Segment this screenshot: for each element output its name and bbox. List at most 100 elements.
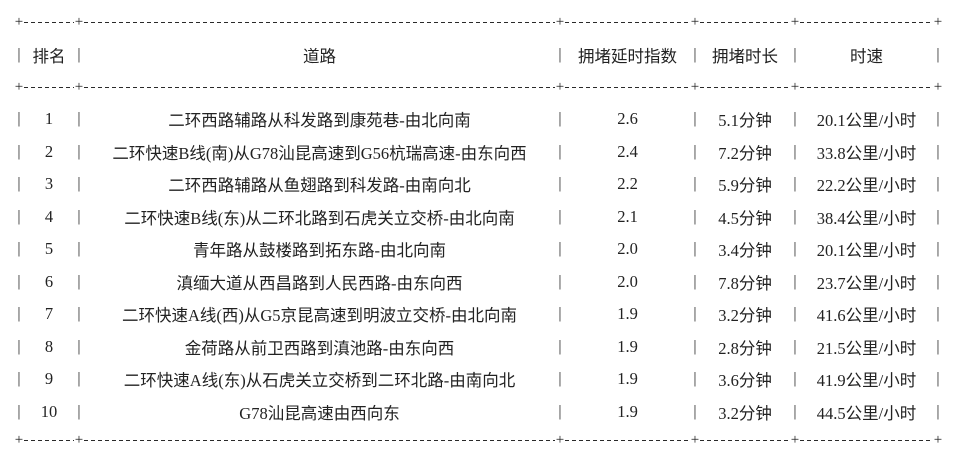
border-corner: + [555, 14, 565, 30]
table-body: | 1 | 二环西路辅路从科发路到康苑巷-由北向南 | 2.6 | 5.1分钟 … [14, 95, 959, 428]
cell-delay-index: 2.2 [617, 174, 638, 194]
table-row: | 6 | 滇缅大道从西昌路到人民西路-由东向西 | 2.0 | 7.8分钟 |… [14, 266, 959, 299]
column-separator: | [17, 207, 21, 225]
cell-speed: 41.9公里/小时 [816, 371, 917, 391]
cell-delay-index: 2.0 [617, 271, 638, 291]
border-dash [24, 86, 74, 88]
column-separator: | [558, 110, 562, 128]
cell-road: 二环快速A线(西)从G5京昆高速到明波立交桥-由北向南 [121, 306, 518, 326]
column-separator: | [793, 370, 797, 388]
column-separator: | [693, 272, 697, 290]
border-dash [700, 21, 790, 23]
column-separator: | [17, 272, 21, 290]
column-separator: | [77, 45, 81, 63]
table-row: | 1 | 二环西路辅路从科发路到康苑巷-由北向南 | 2.6 | 5.1分钟 … [14, 103, 959, 136]
column-separator: | [936, 305, 940, 323]
column-separator: | [17, 370, 21, 388]
border-dash [84, 21, 555, 23]
column-separator: | [793, 305, 797, 323]
column-separator: | [936, 272, 940, 290]
column-separator: | [17, 45, 21, 63]
cell-duration: 2.8分钟 [718, 338, 772, 358]
cell-delay-index: 2.6 [617, 109, 638, 129]
border-corner: + [790, 432, 800, 448]
cell-road: 滇缅大道从西昌路到人民西路-由东向西 [176, 273, 463, 293]
column-separator: | [17, 402, 21, 420]
cell-duration: 5.9分钟 [718, 176, 772, 196]
column-separator: | [936, 45, 940, 63]
column-separator: | [558, 305, 562, 323]
table-header-row: | 排名 | 道路 | 拥堵延时指数 | 拥堵时长 | 时速 | [14, 30, 959, 79]
cell-rank: 3 [44, 174, 54, 194]
table-row: | 5 | 青年路从鼓楼路到拓东路-由北向南 | 2.0 | 3.4分钟 | 2… [14, 233, 959, 266]
header-road: 道路 [303, 46, 336, 66]
column-separator: | [936, 240, 940, 258]
border-corner: + [690, 432, 700, 448]
column-separator: | [936, 142, 940, 160]
column-separator: | [17, 337, 21, 355]
cell-delay-index: 1.9 [617, 304, 638, 324]
cell-road: 青年路从鼓楼路到拓东路-由北向南 [193, 241, 446, 261]
cell-delay-index: 1.9 [617, 336, 638, 356]
border-corner: + [14, 432, 24, 448]
cell-rank: 6 [44, 271, 54, 291]
column-separator: | [77, 272, 81, 290]
column-separator: | [793, 337, 797, 355]
cell-road: 二环西路辅路从鱼翅路到科发路-由南向北 [168, 176, 471, 196]
border-corner: + [14, 14, 24, 30]
header-duration: 拥堵时长 [712, 46, 778, 66]
column-separator: | [936, 337, 940, 355]
column-separator: | [558, 272, 562, 290]
cell-rank: 9 [44, 369, 54, 389]
border-corner: + [933, 432, 943, 448]
border-corner: + [14, 79, 24, 95]
border-dash [565, 21, 690, 23]
cell-road: G78汕昆高速由西向东 [239, 403, 400, 423]
cell-duration: 4.5分钟 [718, 208, 772, 228]
border-corner: + [690, 79, 700, 95]
cell-speed: 23.7公里/小时 [816, 273, 917, 293]
cell-road: 二环快速B线(东)从二环北路到石虎关立交桥-由北向南 [124, 208, 515, 228]
column-separator: | [77, 175, 81, 193]
column-separator: | [77, 240, 81, 258]
column-separator: | [793, 110, 797, 128]
border-dash [565, 439, 690, 441]
column-separator: | [936, 207, 940, 225]
header-rank: 排名 [32, 46, 66, 66]
table-row: | 4 | 二环快速B线(东)从二环北路到石虎关立交桥-由北向南 | 2.1 |… [14, 201, 959, 234]
header-delay-index: 拥堵延时指数 [578, 46, 677, 66]
table-border-bottom: + + + + + + [14, 432, 959, 448]
column-separator: | [936, 370, 940, 388]
cell-delay-index: 2.0 [617, 239, 638, 259]
border-dash [800, 439, 933, 441]
cell-road: 二环快速B线(南)从G78汕昆高速到G56杭瑞高速-由东向西 [112, 143, 527, 163]
table-row: | 3 | 二环西路辅路从鱼翅路到科发路-由南向北 | 2.2 | 5.9分钟 … [14, 168, 959, 201]
column-separator: | [693, 142, 697, 160]
column-separator: | [693, 337, 697, 355]
column-separator: | [793, 207, 797, 225]
column-separator: | [77, 337, 81, 355]
cell-duration: 3.6分钟 [718, 371, 772, 391]
cell-speed: 41.6公里/小时 [816, 306, 917, 326]
cell-delay-index: 2.4 [617, 141, 638, 161]
cell-rank: 8 [44, 336, 54, 356]
column-separator: | [793, 272, 797, 290]
cell-speed: 38.4公里/小时 [816, 208, 917, 228]
column-separator: | [77, 370, 81, 388]
table-row: | 10 | G78汕昆高速由西向东 | 1.9 | 3.2分钟 | 44.5公… [14, 396, 959, 429]
congestion-ranking-table: + + + + + + | 排名 | 道路 | 拥堵延时指数 | 拥堵时长 | 时速 | … [14, 14, 959, 448]
table-row: | 9 | 二环快速A线(东)从石虎关立交桥到二环北路-由南向北 | 1.9 |… [14, 363, 959, 396]
cell-rank: 2 [44, 141, 54, 161]
column-separator: | [77, 305, 81, 323]
column-separator: | [77, 207, 81, 225]
cell-duration: 7.2分钟 [718, 143, 772, 163]
column-separator: | [936, 402, 940, 420]
cell-speed: 33.8公里/小时 [816, 143, 917, 163]
cell-duration: 7.8分钟 [718, 273, 772, 293]
column-separator: | [793, 142, 797, 160]
cell-rank: 1 [44, 109, 54, 129]
cell-duration: 5.1分钟 [718, 111, 772, 131]
column-separator: | [558, 370, 562, 388]
cell-road: 金荷路从前卫西路到滇池路-由东向西 [184, 338, 455, 358]
column-separator: | [77, 402, 81, 420]
